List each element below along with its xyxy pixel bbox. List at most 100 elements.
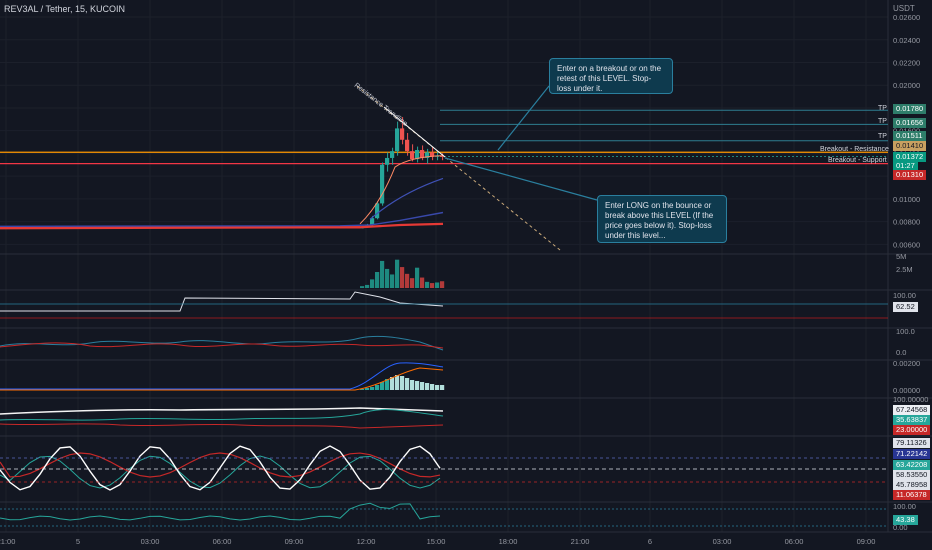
candle-body[interactable] <box>415 150 420 160</box>
candle-body[interactable] <box>430 152 435 157</box>
ma-mid <box>369 177 444 220</box>
candle-body[interactable] <box>405 139 410 152</box>
price-tick-label: 0.02200 <box>893 59 920 68</box>
time-tick-label: 21:00 <box>0 537 15 546</box>
time-tick-label: 09:00 <box>857 537 876 546</box>
volume-bar <box>385 268 390 288</box>
moving-averages <box>0 155 444 230</box>
indicator-3-bar <box>435 385 440 390</box>
trendlines[interactable] <box>356 85 598 251</box>
indicator-3-bar <box>370 387 375 390</box>
indicator-1-tag: 62.52 <box>893 302 918 312</box>
volume-bar <box>435 282 440 288</box>
support-tag: 0.01310 <box>893 170 927 180</box>
volume-bar <box>365 284 370 288</box>
resistance-tag: 0.01410 <box>893 141 927 151</box>
volume-bar <box>405 273 410 288</box>
indicator-3-bar <box>380 382 385 390</box>
indicator-3-bar <box>420 382 425 390</box>
indicator-4-tag-3: 23.00000 <box>893 425 931 435</box>
indicator-3-bar <box>385 379 390 390</box>
indicator-3-bar <box>410 380 415 390</box>
currency-label: USDT <box>893 4 915 13</box>
indicator-3-tick: 0.00200 <box>893 359 920 368</box>
indicator-3-tick: 0.00000 <box>893 386 920 395</box>
volume-bar <box>415 267 420 288</box>
candle-body[interactable] <box>410 151 415 160</box>
candle-body[interactable] <box>380 164 385 204</box>
volume-bar <box>395 259 400 288</box>
indicator-3-bar <box>425 383 430 390</box>
indicator-5-tag-3: 63.42208 <box>893 460 931 470</box>
indicator-5-tag-4: 58.53550 <box>893 470 931 480</box>
candle-body[interactable] <box>420 150 425 158</box>
time-tick-label: 03:00 <box>713 537 732 546</box>
price-tick-label: 0.00600 <box>893 240 920 249</box>
ma-slow <box>0 211 444 227</box>
last-price-tag: 0.01372 <box>893 152 927 162</box>
volume-bar <box>375 272 380 288</box>
tp-1-tag: 0.01780 <box>893 104 927 114</box>
indicator-4-tag-2: 35.63837 <box>893 415 931 425</box>
price-tick-label: 0.01000 <box>893 195 920 204</box>
symbol-title[interactable]: REV3AL / Tether, 15, KUCOIN <box>4 4 126 14</box>
breakout-callout-pointer <box>497 85 550 151</box>
time-tick-label: 09:00 <box>285 537 304 546</box>
resistance-trendline-solid[interactable] <box>383 106 446 158</box>
indicator-5-line-a <box>0 445 441 491</box>
volume-bar <box>370 279 375 288</box>
time-tick-label: 5 <box>76 537 80 546</box>
breakout-support-label: Breakout - Support <box>828 157 887 164</box>
candle-body[interactable] <box>425 152 430 158</box>
candle-body[interactable] <box>400 128 405 140</box>
candle-body[interactable] <box>385 157 390 165</box>
volume-bar <box>420 277 425 288</box>
volume-tick-label: 5M <box>896 252 906 261</box>
candle-body[interactable] <box>395 128 400 152</box>
long-entry-callout[interactable]: Enter LONG on the bounce or break above … <box>597 195 727 243</box>
indicator-1-tick: 100.00 <box>893 291 916 300</box>
indicator-3-bar <box>415 381 420 390</box>
tp-label-1: TP <box>878 105 887 112</box>
candle-body[interactable] <box>440 155 445 157</box>
indicator-6-line <box>0 502 441 521</box>
pane-separators <box>0 0 932 533</box>
indicator-6-tick: 0.00 <box>893 523 908 532</box>
candle-body[interactable] <box>375 203 380 219</box>
time-tick-label: 03:00 <box>141 537 160 546</box>
candle-body[interactable] <box>390 151 395 158</box>
volume-bar <box>390 274 395 288</box>
volume-bar <box>430 283 435 288</box>
breakout-resistance-label: Breakout - Resistance <box>820 146 889 153</box>
indicator-3-bar <box>395 375 400 390</box>
time-tick-label: 06:00 <box>213 537 232 546</box>
price-tick-label: 0.02000 <box>893 81 920 90</box>
volume-bar <box>360 286 365 288</box>
countdown-tag: 01:27 <box>893 161 918 171</box>
resistance-trendline[interactable] <box>356 85 561 251</box>
indicator-2-tick: 100.0 <box>896 327 915 336</box>
indicator-5-tag-1: 79.11326 <box>893 438 930 448</box>
indicator-3-bar <box>360 389 365 390</box>
candle-body[interactable] <box>370 218 375 225</box>
indicator-3-signal <box>0 362 444 390</box>
indicator-5-line-c <box>0 455 441 489</box>
time-axis[interactable]: 21:00 5 03:00 06:00 09:00 12:00 15:00 18:00 21:0… <box>0 537 875 546</box>
candles[interactable] <box>360 117 445 229</box>
indicator-3-bar <box>375 385 380 390</box>
indicator-5-tag-2: 71.22142 <box>893 449 931 459</box>
indicator-5-tag-6: 11.06378 <box>893 490 930 500</box>
volume-bar <box>380 260 385 288</box>
breakout-callout[interactable]: Enter on a breakout or on the retest of … <box>549 58 673 94</box>
indicator-4-tag-1: 67.24568 <box>893 405 931 415</box>
time-tick-label: 12:00 <box>357 537 376 546</box>
price-levels <box>0 109 888 165</box>
price-tick-label: 0.02400 <box>893 36 920 45</box>
tp-label-3: TP <box>878 133 887 140</box>
time-tick-label: 18:00 <box>499 537 518 546</box>
volume-tick-label: 2.5M <box>896 265 913 274</box>
indicator-6-tick: 100.00 <box>893 502 916 511</box>
indicator-5-tag-5: 45.78958 <box>893 480 931 490</box>
